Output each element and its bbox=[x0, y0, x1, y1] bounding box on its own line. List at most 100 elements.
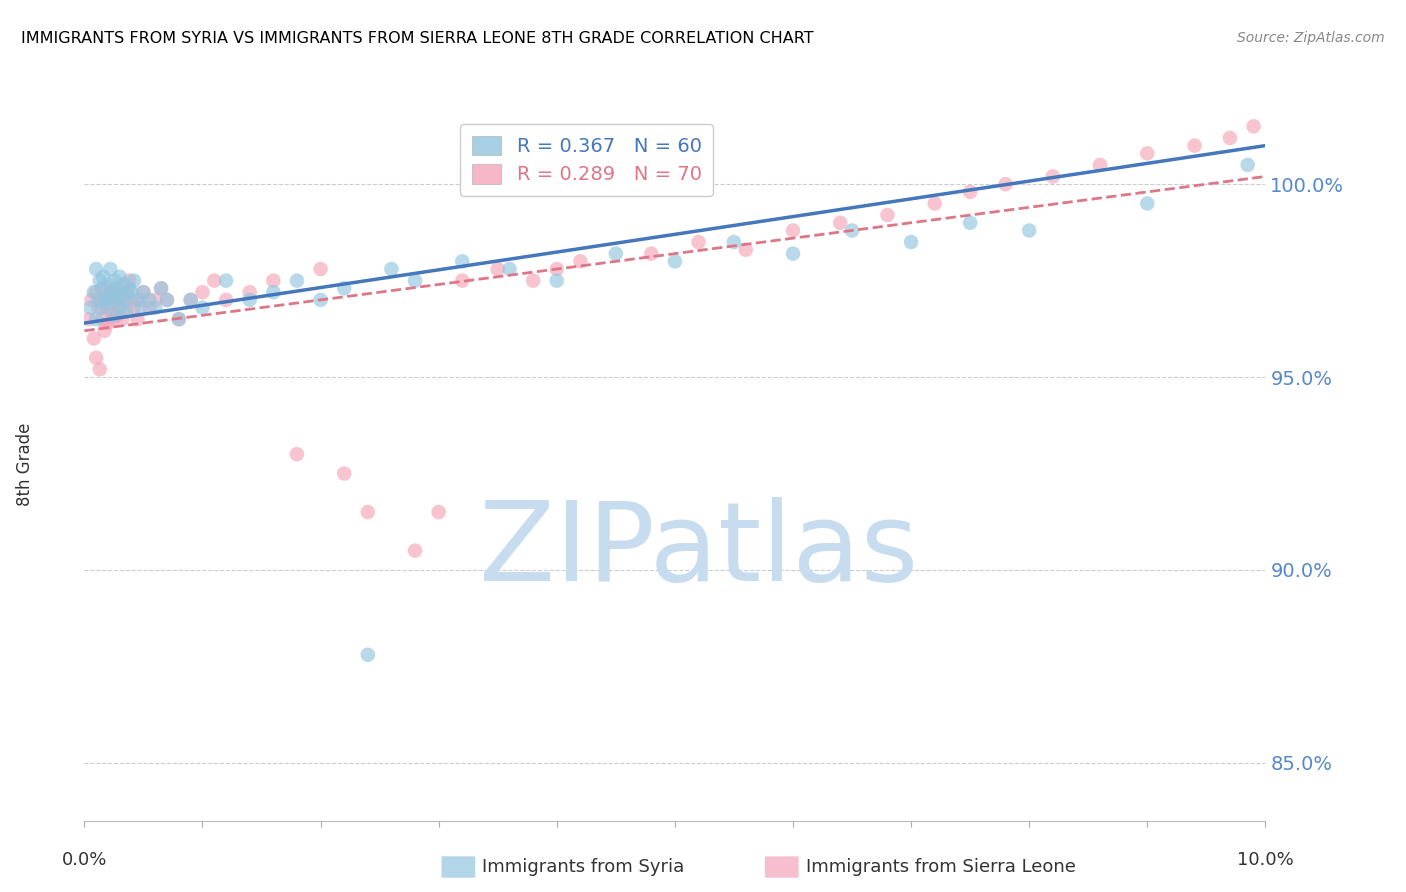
Point bbox=[132, 285, 155, 300]
Point bbox=[94, 301, 117, 315]
Point bbox=[309, 262, 332, 277]
Point bbox=[108, 269, 131, 284]
Point bbox=[522, 274, 544, 288]
Point bbox=[89, 362, 111, 376]
Point bbox=[79, 301, 101, 315]
Point bbox=[101, 285, 124, 300]
Point bbox=[91, 312, 114, 326]
Point bbox=[1088, 158, 1111, 172]
Point bbox=[111, 289, 134, 303]
Point bbox=[782, 223, 804, 237]
Point bbox=[1219, 131, 1241, 145]
Point bbox=[180, 293, 202, 307]
Point bbox=[333, 467, 356, 481]
Point bbox=[84, 285, 107, 300]
Point bbox=[91, 269, 114, 284]
Point bbox=[688, 235, 710, 249]
Point bbox=[112, 293, 135, 307]
Point bbox=[546, 274, 568, 288]
Point bbox=[215, 274, 238, 288]
Point bbox=[98, 262, 121, 277]
Point bbox=[451, 254, 474, 268]
Point bbox=[546, 262, 568, 277]
Point bbox=[129, 293, 152, 307]
Point bbox=[97, 316, 120, 330]
Point bbox=[118, 281, 141, 295]
Point bbox=[104, 281, 127, 295]
Text: 0.0%: 0.0% bbox=[62, 852, 107, 870]
Point bbox=[129, 301, 152, 315]
Point bbox=[900, 235, 922, 249]
Point bbox=[107, 293, 129, 307]
Point bbox=[84, 312, 107, 326]
Point bbox=[84, 262, 107, 277]
Point bbox=[138, 301, 160, 315]
Point bbox=[333, 281, 356, 295]
Point bbox=[97, 297, 120, 311]
Point bbox=[309, 293, 332, 307]
Point bbox=[150, 281, 173, 295]
Point bbox=[127, 312, 149, 326]
Point bbox=[498, 262, 520, 277]
Text: Immigrants from Sierra Leone: Immigrants from Sierra Leone bbox=[806, 858, 1076, 876]
Point bbox=[101, 312, 124, 326]
Point bbox=[100, 304, 122, 318]
Point bbox=[80, 293, 103, 307]
Point bbox=[924, 196, 946, 211]
Point bbox=[132, 285, 155, 300]
Point bbox=[285, 274, 308, 288]
Point bbox=[87, 301, 110, 315]
Point bbox=[112, 277, 135, 292]
Point bbox=[121, 293, 143, 307]
Point bbox=[98, 285, 121, 300]
Text: 8th Grade: 8th Grade bbox=[17, 422, 34, 506]
Point bbox=[262, 285, 284, 300]
Point bbox=[167, 312, 190, 326]
Point bbox=[143, 301, 166, 315]
Point bbox=[91, 281, 114, 295]
Point bbox=[90, 293, 112, 307]
Point bbox=[97, 277, 120, 292]
Legend: R = 0.367   N = 60, R = 0.289   N = 70: R = 0.367 N = 60, R = 0.289 N = 70 bbox=[460, 124, 713, 196]
Point bbox=[83, 285, 105, 300]
Point bbox=[215, 293, 238, 307]
Point bbox=[91, 301, 114, 315]
Point bbox=[87, 293, 110, 307]
Point bbox=[380, 262, 402, 277]
Text: 10.0%: 10.0% bbox=[1237, 852, 1294, 870]
Point bbox=[1042, 169, 1064, 184]
Point bbox=[114, 293, 136, 307]
Point bbox=[84, 351, 107, 365]
Point bbox=[959, 185, 981, 199]
Point bbox=[734, 243, 756, 257]
Point bbox=[1243, 120, 1265, 134]
Point bbox=[357, 505, 380, 519]
Point bbox=[723, 235, 745, 249]
Point bbox=[91, 281, 114, 295]
Point bbox=[94, 293, 117, 307]
Point bbox=[115, 285, 138, 300]
Point bbox=[108, 301, 131, 315]
Point bbox=[108, 301, 131, 315]
Point bbox=[107, 309, 129, 323]
Text: IMMIGRANTS FROM SYRIA VS IMMIGRANTS FROM SIERRA LEONE 8TH GRADE CORRELATION CHAR: IMMIGRANTS FROM SYRIA VS IMMIGRANTS FROM… bbox=[21, 31, 814, 46]
Point bbox=[239, 285, 262, 300]
Point bbox=[114, 301, 136, 315]
Point bbox=[994, 177, 1017, 191]
Point bbox=[121, 285, 143, 300]
Point bbox=[1184, 138, 1206, 153]
Point bbox=[841, 223, 863, 237]
Point bbox=[111, 312, 134, 326]
Point bbox=[191, 301, 214, 315]
Point bbox=[89, 274, 111, 288]
Point bbox=[664, 254, 686, 268]
Point bbox=[1136, 196, 1159, 211]
Point bbox=[104, 274, 127, 288]
Point bbox=[115, 304, 138, 318]
Point bbox=[486, 262, 509, 277]
Text: ZIPatlas: ZIPatlas bbox=[479, 497, 918, 604]
Point bbox=[1136, 146, 1159, 161]
Point bbox=[180, 293, 202, 307]
Point bbox=[404, 274, 426, 288]
Point bbox=[118, 274, 141, 288]
